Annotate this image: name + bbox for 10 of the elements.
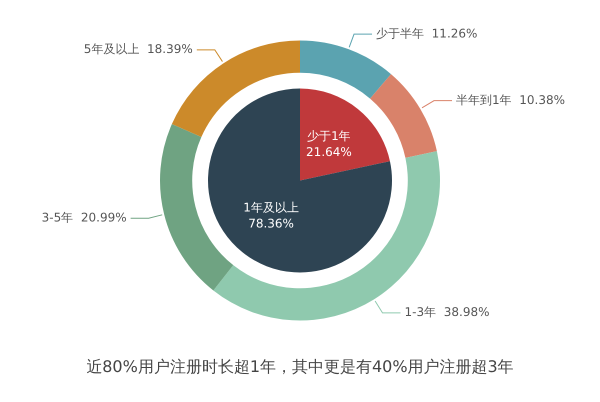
data-label: 21.64% bbox=[306, 144, 352, 159]
slice-label: 3-5年 20.99% bbox=[42, 210, 127, 224]
data-label: 78.36% bbox=[248, 216, 294, 230]
slice-label: 5年及以上 18.39% bbox=[84, 42, 193, 56]
slice-label: 半年到1年 10.38% bbox=[456, 92, 566, 107]
slice-label: 1年及以上 bbox=[243, 200, 299, 214]
text: 近80%用户注册时长超1年，其中更是有40%用户注册超3年 bbox=[85, 357, 515, 378]
slice-label: 1-3年 38.98% bbox=[404, 305, 490, 320]
slice-label: 少于1年 bbox=[307, 128, 351, 143]
slice-label: 少于半年 11.26% bbox=[376, 26, 478, 40]
